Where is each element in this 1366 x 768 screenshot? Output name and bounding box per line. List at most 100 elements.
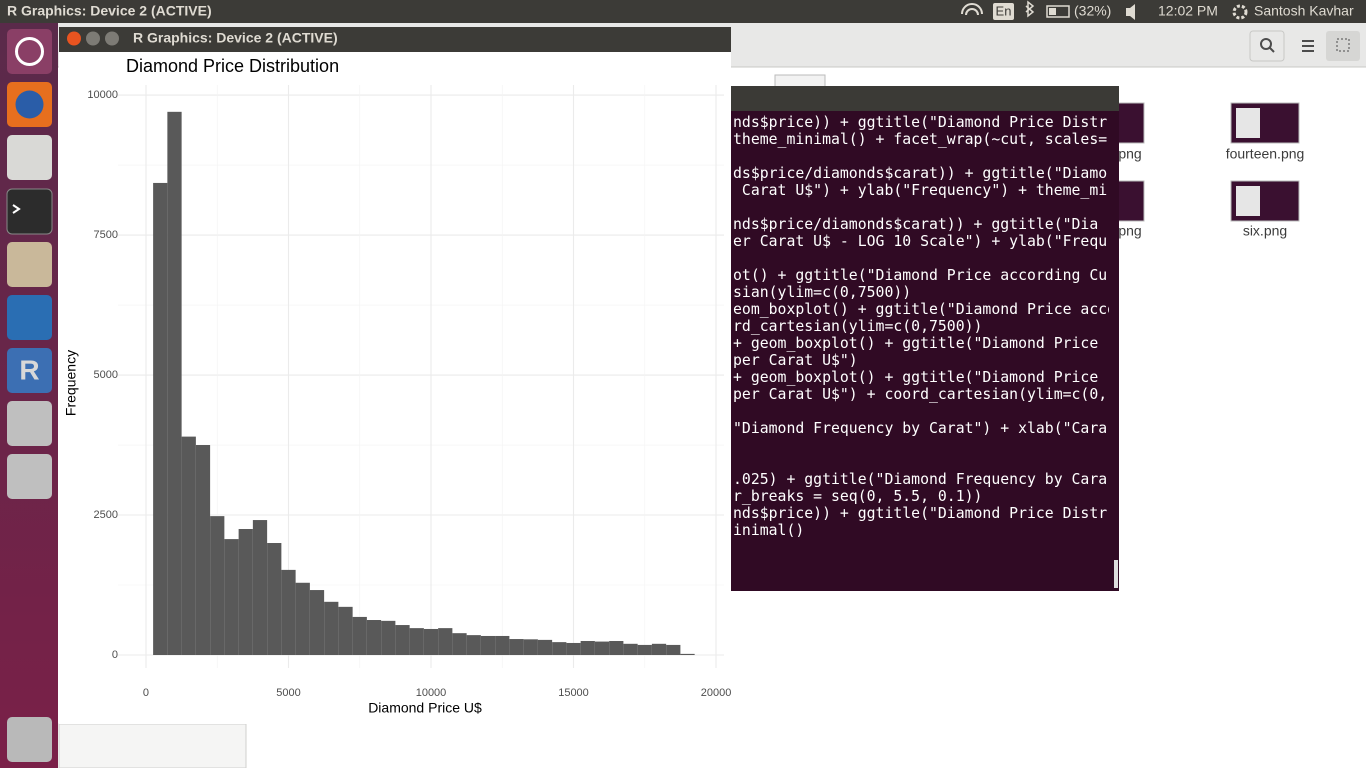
histogram-bar [281, 569, 296, 656]
top-panel [0, 0, 1366, 23]
histogram-bar [409, 628, 424, 656]
active-window-title: R Graphics: Device 2 (ACTIVE) [7, 3, 212, 19]
terminal-line: eom_boxplot() + ggtitle("Diamond Price a… [733, 301, 1116, 318]
histogram-bar [580, 641, 595, 656]
histogram-bar [637, 644, 652, 656]
r-logo: R [19, 354, 39, 385]
histogram-bar [466, 635, 481, 656]
histogram-bar [381, 620, 396, 656]
terminal-line: ot() + ggtitle("Diamond Price according … [733, 267, 1107, 284]
file-name[interactable]: png [1118, 223, 1141, 239]
battery-percent: (32%) [1074, 3, 1111, 19]
y-tick-label: 7500 [94, 229, 118, 241]
histogram-bar [566, 642, 581, 656]
terminal-scrollbar[interactable] [1114, 560, 1118, 588]
histogram-bar [295, 582, 310, 656]
terminal-window [700, 86, 1119, 591]
file-manager-sidebar [58, 723, 247, 768]
close-button[interactable] [67, 31, 81, 46]
x-axis-label: Diamond Price U$ [368, 700, 482, 716]
histogram-bar [680, 653, 695, 656]
terminal-line: nds$price/diamonds$carat)) + ggtitle("Di… [733, 216, 1098, 233]
histogram-bar [480, 635, 496, 656]
y-tick-label: 5000 [94, 369, 118, 381]
terminal-line: er Carat U$ - LOG 10 Scale") + ylab("Fre… [733, 233, 1107, 250]
user-name[interactable]: Santosh Kavhar [1254, 3, 1354, 19]
trash-launcher[interactable] [7, 717, 52, 762]
firefox-globe [15, 90, 44, 119]
x-tick-label: 10000 [416, 687, 447, 699]
terminal-line: Carat U$") + ylab("Frequency") + theme_m… [733, 182, 1107, 199]
clock[interactable]: 12:02 PM [1158, 3, 1218, 19]
terminal-launcher[interactable] [6, 188, 53, 235]
terminal-prompt-icon [12, 204, 21, 214]
search-button[interactable] [1249, 30, 1285, 62]
histogram-bar [651, 643, 667, 656]
terminal-line: inimal() [733, 522, 804, 539]
y-tick-label: 0 [112, 649, 118, 661]
histogram-bar [594, 641, 610, 656]
chart-title: Diamond Price Distribution [126, 56, 339, 76]
histogram-bar [181, 436, 196, 656]
text-editor-launcher[interactable] [7, 135, 52, 180]
settings-icon[interactable] [1232, 4, 1248, 20]
terminal-line: nds$price)) + ggtitle("Diamond Price Dis… [733, 505, 1107, 522]
terminal-line: + geom_boxplot() + ggtitle("Diamond Pric… [733, 369, 1098, 386]
terminal-line: .025) + ggtitle("Diamond Frequency by Ca… [733, 471, 1107, 488]
x-tick-label: 0 [143, 687, 149, 699]
minimize-button[interactable] [86, 31, 100, 46]
histogram-bar [666, 644, 681, 656]
drive-launcher[interactable] [7, 454, 52, 499]
histogram-bar [452, 633, 467, 656]
terminal-line: "Diamond Frequency by Carat") + xlab("Ca… [733, 420, 1107, 437]
terminal-line: theme_minimal() + facet_wrap(~cut, scale… [733, 131, 1107, 148]
wifi-icon[interactable] [961, 3, 983, 16]
bluetooth-icon[interactable] [1025, 0, 1035, 18]
grid-view-button[interactable] [1326, 31, 1360, 61]
y-tick-label: 10000 [87, 89, 118, 101]
terminal-line: sian(ylim=c(0,7500)) [733, 284, 911, 301]
maximize-button[interactable] [105, 31, 119, 46]
histogram-bar [167, 111, 182, 656]
histogram-bar [495, 635, 510, 656]
histogram-bar [238, 529, 253, 656]
r-launcher[interactable] [7, 348, 52, 393]
keyboard-indicator[interactable] [993, 3, 1014, 20]
histogram-bar [309, 590, 325, 656]
terminal-line: nds$price)) + ggtitle("Diamond Price Dis… [733, 114, 1107, 131]
drive-launcher[interactable] [7, 401, 52, 446]
terminal-line: + geom_boxplot() + ggtitle("Diamond Pric… [733, 335, 1098, 352]
terminal-line: ds$price/diamonds$carat)) + ggtitle("Dia… [733, 165, 1107, 182]
histogram-bar [195, 445, 211, 656]
histogram-bar [523, 639, 538, 656]
histogram-bar [324, 601, 339, 656]
y-axis-label: Frequency [63, 350, 79, 416]
terminal-line: rd_cartesian(ylim=c(0,7500)) [733, 318, 982, 335]
r-window-titlebar [59, 27, 731, 52]
volume-icon[interactable] [1126, 4, 1135, 20]
histogram-bar [252, 520, 268, 656]
launcher [0, 23, 58, 768]
histogram-bar [509, 639, 524, 656]
terminal-titlebar [700, 86, 1119, 111]
histogram-bar [438, 628, 453, 656]
list-icon [1302, 50, 1314, 52]
file-name[interactable]: png [1118, 146, 1141, 162]
x-tick-label: 15000 [558, 687, 589, 699]
impress-launcher[interactable] [7, 295, 52, 340]
x-tick-label: 5000 [276, 687, 300, 699]
file-name[interactable]: fourteen.png [1226, 146, 1305, 162]
dash-button[interactable] [7, 29, 52, 74]
terminal-line: per Carat U$") [733, 352, 858, 369]
histogram-bar [210, 516, 225, 656]
file-name[interactable]: six.png [1243, 223, 1287, 239]
x-tick-label: 20000 [701, 687, 732, 699]
histogram-bar [623, 643, 638, 656]
histogram-bar [153, 182, 168, 656]
battery-icon[interactable] [1046, 5, 1070, 18]
histogram-bar [338, 606, 353, 656]
histogram-bar [224, 539, 239, 656]
files-launcher[interactable] [7, 242, 52, 287]
terminal-line: per Carat U$") + coord_cartesian(ylim=c(… [733, 386, 1107, 403]
